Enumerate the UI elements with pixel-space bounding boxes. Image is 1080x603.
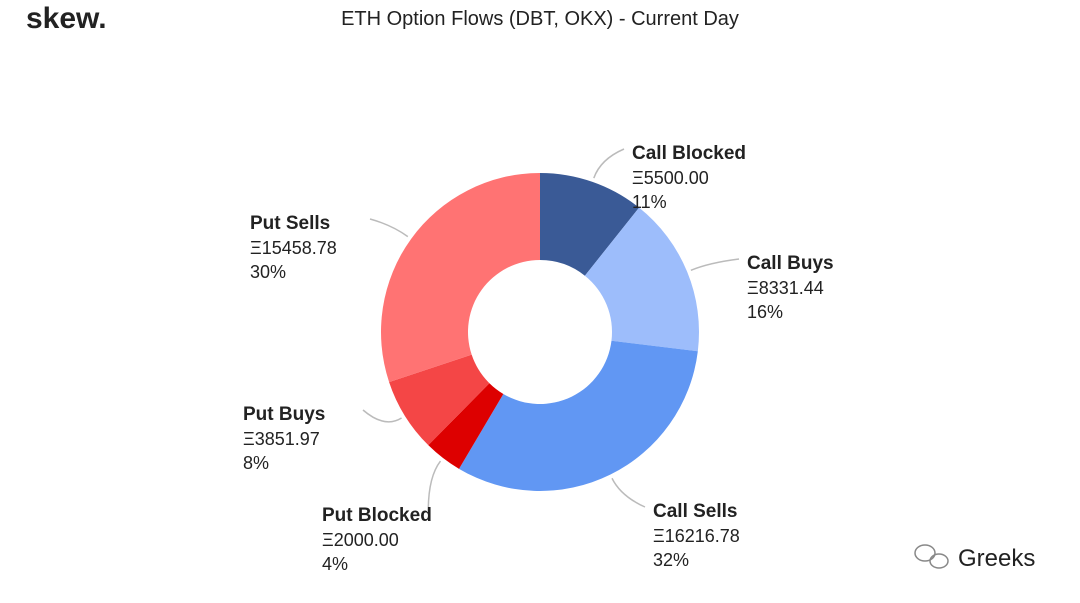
connector — [362, 409, 402, 423]
slice-label: Put Buys — [243, 404, 325, 425]
connector — [593, 148, 625, 179]
slice-label: Call Blocked — [632, 143, 746, 164]
value-label: Ξ5500.00 — [632, 168, 709, 188]
percent-label: 32% — [653, 550, 689, 570]
percent-label: 8% — [243, 453, 269, 473]
percent-label: 30% — [250, 262, 286, 282]
slice-label: Put Blocked — [322, 505, 432, 526]
slice — [428, 383, 504, 469]
slice — [584, 207, 699, 352]
percent-label: 16% — [747, 302, 783, 322]
percent-label: 4% — [322, 554, 348, 574]
slice-label: Call Buys — [747, 253, 834, 274]
slice — [540, 173, 640, 276]
watermark-icon — [914, 544, 949, 569]
connector — [611, 477, 646, 508]
logo: skew. — [26, 2, 107, 35]
slice — [389, 354, 490, 446]
connector — [690, 258, 740, 271]
slice-label: Call Sells — [653, 501, 738, 522]
value-label: Ξ16216.78 — [653, 526, 740, 546]
chart-title: ETH Option Flows (DBT, OKX) - Current Da… — [341, 8, 739, 30]
slice — [459, 340, 698, 491]
slice-label: Put Sells — [250, 213, 330, 234]
value-label: Ξ15458.78 — [250, 238, 337, 258]
watermark: Greeks — [958, 545, 1035, 572]
value-label: Ξ8331.44 — [747, 278, 824, 298]
value-label: Ξ3851.97 — [243, 429, 320, 449]
value-label: Ξ2000.00 — [322, 530, 399, 550]
slice — [381, 173, 540, 383]
percent-label: 11% — [632, 192, 667, 212]
connector — [427, 460, 442, 512]
connector — [369, 218, 409, 238]
